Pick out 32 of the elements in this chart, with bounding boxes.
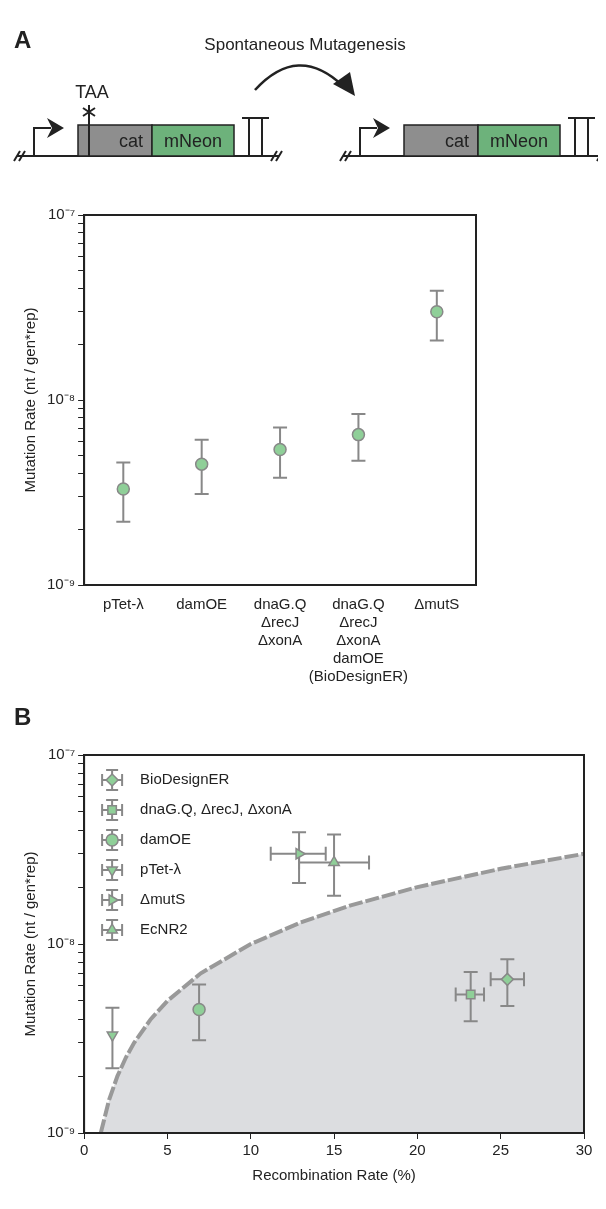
y-tick-label: 10⁻⁷ <box>47 745 76 763</box>
x-tick-label: 5 <box>163 1141 172 1159</box>
text: B <box>14 703 32 731</box>
x-tick-label: dnaG.Q ΔrecJ ΔxonA damOE (BioDesignER) <box>308 595 409 685</box>
x-tick-label: ΔmutS <box>414 595 460 613</box>
x-axis-title: Recombination Rate (%) <box>252 1166 416 1184</box>
legend-label: damOE <box>140 830 191 848</box>
x-tick-label: 25 <box>492 1141 510 1159</box>
text: A <box>14 26 32 53</box>
text: Spontaneous Mutagenesis <box>204 35 406 54</box>
gene-construct: cat mNeon <box>339 117 598 162</box>
x-tick-label: 30 <box>575 1141 593 1159</box>
y-tick-label: 10⁻⁷ <box>47 205 76 223</box>
legend-label: EcNR2 <box>140 920 188 938</box>
y-tick-label: 10⁻⁸ <box>47 390 76 408</box>
text: TAA <box>75 82 109 102</box>
x-tick-label: damOE <box>176 595 228 613</box>
legend-label: pTet-λ <box>140 860 182 878</box>
x-tick-label: pTet-λ <box>102 595 145 613</box>
x-tick-label: 0 <box>79 1141 89 1159</box>
x-tick-label: 20 <box>409 1141 426 1159</box>
x-tick-label: 10 <box>242 1141 260 1159</box>
y-tick-label: 10⁻⁸ <box>47 934 76 952</box>
x-tick-label: 15 <box>325 1141 343 1159</box>
y-axis-title: Mutation Rate (nt / gen*rep) <box>21 851 39 1037</box>
y-tick-label: 10⁻⁹ <box>47 1123 76 1141</box>
x-tick-label: dnaG.Q ΔrecJ ΔxonA <box>253 595 307 649</box>
y-tick-label: 10⁻⁹ <box>47 575 76 593</box>
legend-label: BioDesignER <box>140 770 230 788</box>
legend-label: dnaG.Q, ΔrecJ, ΔxonA <box>140 800 292 818</box>
y-axis-title: Mutation Rate (nt / gen*rep) <box>21 307 39 493</box>
legend-label: ΔmutS <box>140 890 186 908</box>
